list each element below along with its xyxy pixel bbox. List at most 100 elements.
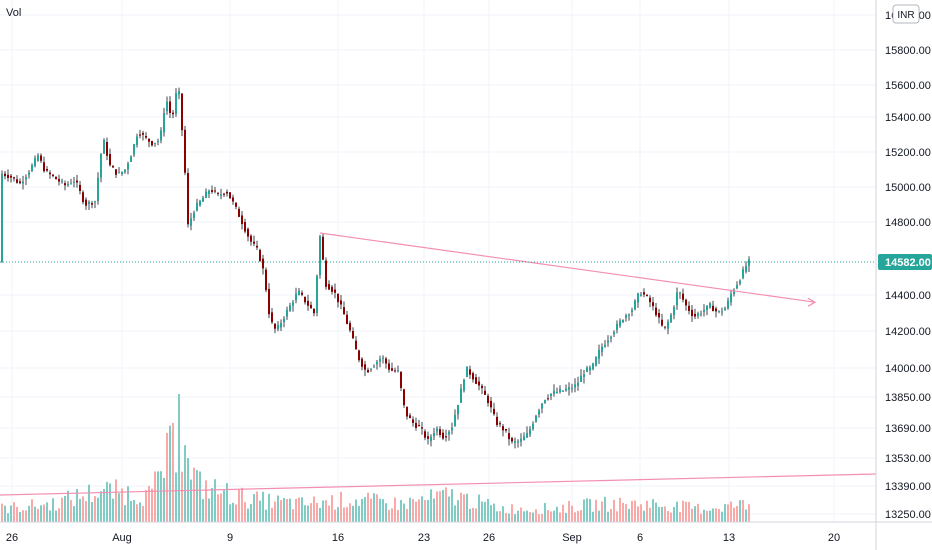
last-price-label: 14582.00 bbox=[885, 257, 931, 269]
volume-bar bbox=[352, 505, 354, 522]
trendline[interactable] bbox=[319, 232, 816, 303]
candle-body bbox=[73, 181, 75, 183]
candle-body bbox=[550, 393, 552, 397]
volume-bar bbox=[724, 504, 726, 522]
candle-body bbox=[538, 410, 540, 415]
volume-bar bbox=[52, 498, 54, 522]
candle-body bbox=[622, 319, 624, 322]
volume-bar bbox=[232, 502, 234, 522]
volume-bar bbox=[244, 502, 246, 522]
volume-bar bbox=[727, 504, 729, 522]
volume-bar bbox=[628, 508, 630, 522]
candle-body bbox=[736, 285, 738, 289]
volume-bar bbox=[274, 501, 276, 522]
candle-body bbox=[607, 340, 609, 343]
candle-body bbox=[502, 426, 504, 431]
candle-body bbox=[226, 191, 228, 194]
candle-body bbox=[742, 269, 744, 279]
candle-body bbox=[619, 320, 621, 327]
volume-bar bbox=[79, 498, 81, 522]
volume-bar bbox=[136, 504, 138, 522]
volume-bar bbox=[313, 496, 315, 522]
volume-bar bbox=[142, 505, 144, 522]
volume-bar bbox=[559, 512, 561, 522]
candle-body bbox=[703, 310, 705, 312]
volume-bar bbox=[157, 471, 159, 522]
candle-body bbox=[652, 302, 654, 307]
volume-bar bbox=[208, 498, 210, 522]
candle-body bbox=[148, 138, 150, 142]
candle-body bbox=[655, 307, 657, 316]
volume-bar bbox=[46, 502, 48, 522]
volume-bar bbox=[217, 494, 219, 522]
candle-body bbox=[340, 300, 342, 305]
volume-bar bbox=[280, 500, 282, 522]
candle-body bbox=[481, 385, 483, 389]
volume-bar bbox=[715, 508, 717, 522]
price-axis[interactable]: 13250.00 13390.00 13530.00 13690.00 13850.00… bbox=[885, 10, 931, 521]
candle-body bbox=[676, 292, 678, 306]
candle-body bbox=[376, 362, 378, 365]
candle-body bbox=[205, 191, 207, 198]
volume-bar bbox=[166, 432, 168, 522]
volume-bar bbox=[367, 492, 369, 522]
candle-body bbox=[331, 286, 333, 292]
volume-bar bbox=[202, 499, 204, 522]
volume-bar bbox=[340, 491, 342, 522]
candle-body bbox=[625, 315, 627, 318]
candle-body bbox=[715, 308, 717, 312]
candle-body bbox=[322, 236, 324, 260]
volume-bar bbox=[172, 423, 174, 522]
candle-body bbox=[58, 178, 60, 182]
candle-body bbox=[121, 171, 123, 174]
candle-body bbox=[433, 433, 435, 437]
candle-body bbox=[460, 388, 462, 403]
volume-bar bbox=[118, 493, 120, 522]
candle-body bbox=[691, 309, 693, 317]
volume-bar bbox=[535, 509, 537, 522]
candle-body bbox=[478, 381, 480, 386]
volume-bar bbox=[700, 513, 702, 522]
candle-body bbox=[670, 314, 672, 322]
volume-bar bbox=[337, 507, 339, 522]
volume-bar bbox=[364, 497, 366, 522]
volume-bar bbox=[418, 499, 420, 522]
volume-bar bbox=[436, 491, 438, 522]
volume-bar bbox=[616, 511, 618, 522]
volume-bars bbox=[1, 394, 750, 522]
candle-body bbox=[532, 423, 534, 429]
candle-body bbox=[49, 172, 51, 175]
candle-body bbox=[94, 201, 96, 203]
volume-bar bbox=[466, 493, 468, 522]
candle-body bbox=[10, 175, 12, 178]
candle-body bbox=[574, 384, 576, 388]
candle-body bbox=[358, 350, 360, 361]
candle-body bbox=[397, 370, 399, 372]
currency-badge[interactable]: INR bbox=[892, 4, 920, 24]
grid bbox=[0, 0, 876, 522]
volume-bar bbox=[439, 491, 441, 522]
volume-bar bbox=[481, 501, 483, 522]
volume-bar bbox=[577, 510, 579, 522]
candle-body bbox=[403, 389, 405, 406]
candle-body bbox=[157, 140, 159, 142]
volume-bar bbox=[256, 491, 258, 522]
candle-body bbox=[208, 190, 210, 194]
volume-bar bbox=[571, 505, 573, 522]
candle-body bbox=[427, 436, 429, 439]
candle-body bbox=[370, 369, 372, 371]
candle-body bbox=[178, 91, 180, 95]
candle-body bbox=[31, 165, 33, 171]
candle-body bbox=[220, 194, 222, 196]
candle-body bbox=[79, 184, 81, 191]
volume-bar bbox=[523, 511, 525, 522]
volume-bar bbox=[718, 509, 720, 522]
volume-bar bbox=[496, 511, 498, 522]
volume-bar bbox=[664, 506, 666, 522]
candle-body bbox=[529, 429, 531, 435]
price-tick-label: 15200.00 bbox=[885, 147, 931, 159]
time-axis[interactable]: 26 Aug 9 16 23 26 Sep 6 13 20 bbox=[6, 532, 840, 544]
trendline[interactable] bbox=[0, 473, 877, 496]
volume-bar bbox=[373, 493, 375, 522]
